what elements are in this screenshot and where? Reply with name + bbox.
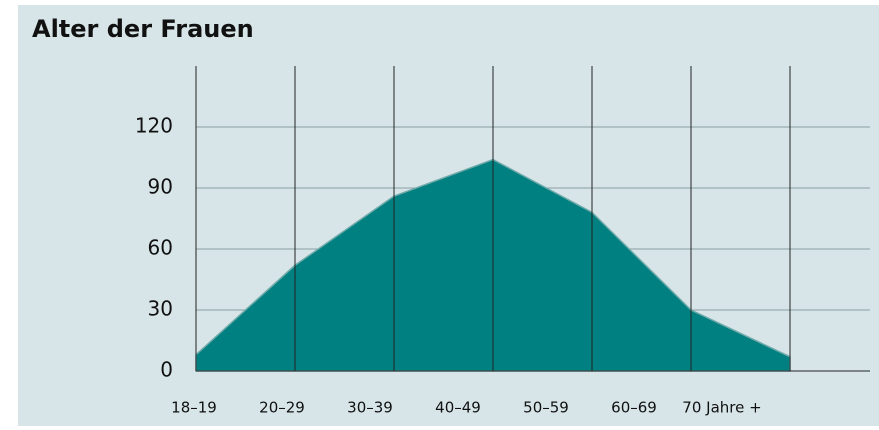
y-tick-label: 30 xyxy=(148,297,173,321)
x-tick-label: 40–49 xyxy=(435,399,481,417)
x-tick-label: 18–19 xyxy=(171,399,217,417)
y-tick-label: 60 xyxy=(148,236,173,260)
y-tick-label: 120 xyxy=(135,114,173,138)
x-tick-label: 60–69 xyxy=(611,399,657,417)
x-tick-label: 50–59 xyxy=(523,399,569,417)
x-tick-label: 30–39 xyxy=(347,399,393,417)
x-tick-label: 20–29 xyxy=(259,399,305,417)
y-tick-label: 0 xyxy=(160,358,173,382)
chart-title: Alter der Frauen xyxy=(32,15,254,43)
y-tick-label: 90 xyxy=(148,175,173,199)
x-tick-label: 70 Jahre + xyxy=(682,399,761,417)
